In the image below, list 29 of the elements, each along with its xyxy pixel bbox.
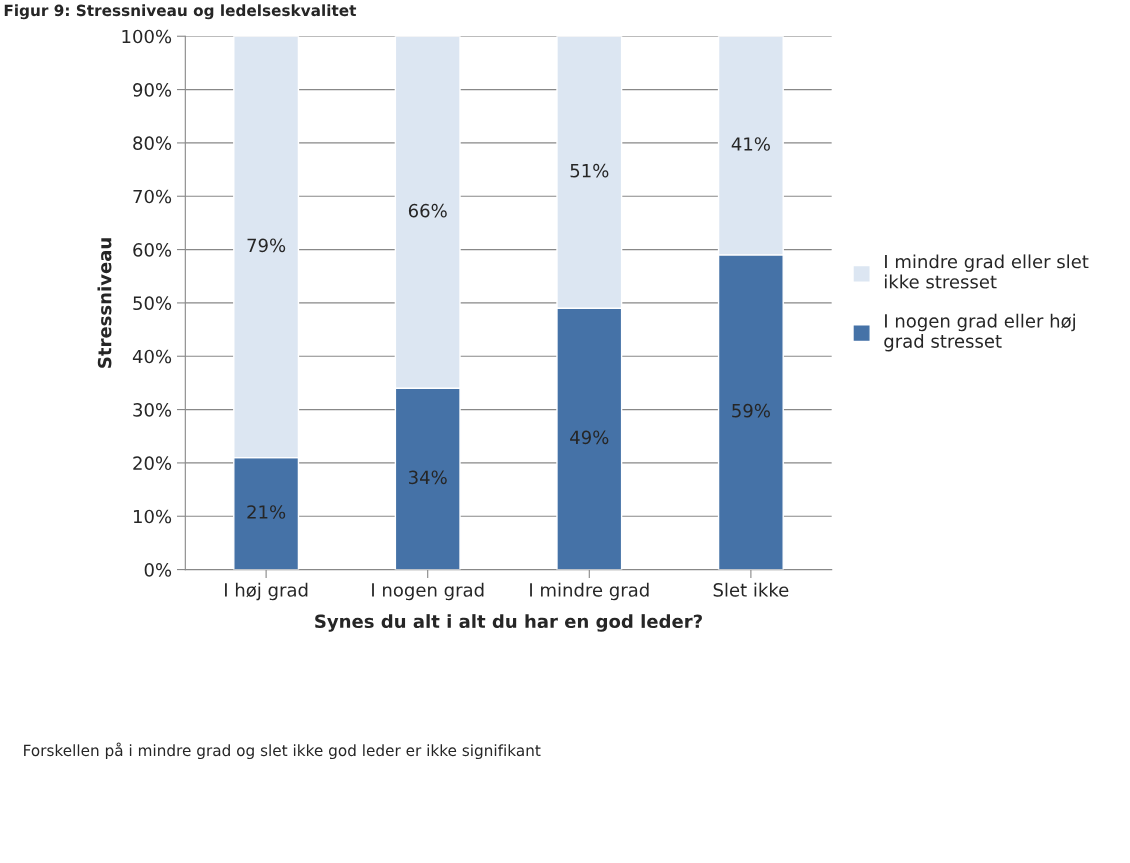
data-label: 79%: [247, 238, 286, 253]
data-label: 59%: [732, 403, 770, 418]
y-tick-label: 30%: [133, 403, 172, 417]
data-label: 21%: [247, 505, 286, 519]
data-label: 41%: [731, 137, 770, 151]
text: Forskellen på i mindre grad og slet ikke god leder er ikke signifikant: [24, 742, 541, 760]
y-tick-label: 90%: [133, 83, 172, 97]
y-tick-label: 60%: [133, 243, 172, 257]
y-tick-label: 100%: [122, 29, 172, 44]
data-label: 51%: [570, 163, 609, 178]
x-tick-label: I nogen grad: [372, 582, 484, 601]
y-tick-label: 10%: [133, 509, 172, 524]
x-axis-title: Synes du alt i alt du har en god leder?: [315, 614, 702, 632]
data-label: 66%: [408, 203, 447, 218]
legend-label: I nogen grad eller høj grad stresset: [884, 313, 1075, 352]
y-axis-title: Stressniveau: [97, 238, 112, 368]
chart-title: Figur 9: Stressniveau og ledelseskvalitet: [4, 4, 357, 20]
x-tick-label: I høj grad: [225, 582, 308, 601]
legend-label: I mindre grad eller slet ikke stresset: [884, 254, 1089, 289]
y-tick-label: 40%: [132, 349, 172, 364]
data-label: 49%: [570, 430, 609, 445]
y-tick-label: 70%: [133, 189, 172, 204]
data-label: 34%: [409, 470, 447, 485]
x-tick-label: I mindre grad: [530, 582, 649, 601]
y-tick-label: 50%: [133, 296, 172, 311]
y-tick-label: 80%: [133, 136, 172, 151]
y-tick-label: 20%: [133, 456, 172, 471]
y-tick-label: 0%: [144, 563, 172, 577]
x-tick-label: Slet ikke: [713, 582, 789, 597]
